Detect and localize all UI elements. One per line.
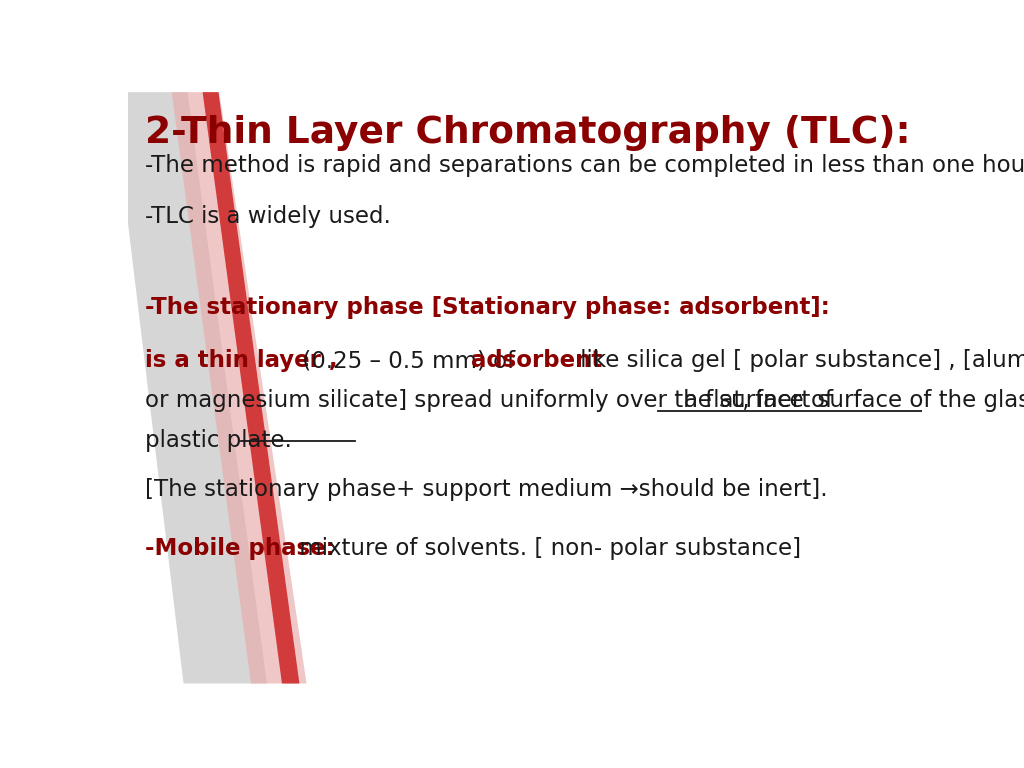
Text: mixture of solvents. [ non- polar substance]: mixture of solvents. [ non- polar substa… xyxy=(293,537,802,560)
Polygon shape xyxy=(113,92,267,684)
Text: 2-Thin Layer Chromatography (TLC):: 2-Thin Layer Chromatography (TLC): xyxy=(145,114,911,151)
Text: -The method is rapid and separations can be completed in less than one hour.: -The method is rapid and separations can… xyxy=(145,154,1024,177)
Text: -TLC is a widely used.: -TLC is a widely used. xyxy=(145,204,391,227)
Text: -Mobile phase:: -Mobile phase: xyxy=(145,537,335,560)
Text: (0.25 – 0.5 mm) of: (0.25 – 0.5 mm) of xyxy=(295,349,522,372)
Text: -The stationary phase [Stationary phase: adsorbent]:: -The stationary phase [Stationary phase:… xyxy=(145,296,830,319)
Text: plastic plate.: plastic plate. xyxy=(145,429,292,452)
Text: or magnesium silicate] spread uniformly over the surface of: or magnesium silicate] spread uniformly … xyxy=(145,389,841,412)
Text: like silica gel [ polar substance] , [aluminium oxide: like silica gel [ polar substance] , [al… xyxy=(572,349,1024,372)
Text: a flat, inert surface of the glass: a flat, inert surface of the glass xyxy=(684,389,1024,412)
Polygon shape xyxy=(203,92,299,684)
Text: adsorbent: adsorbent xyxy=(471,349,602,372)
Text: [The stationary phase+ support medium →should be inert].: [The stationary phase+ support medium →s… xyxy=(145,478,828,501)
Polygon shape xyxy=(172,92,306,684)
Text: is a thin layer ,: is a thin layer , xyxy=(145,349,338,372)
